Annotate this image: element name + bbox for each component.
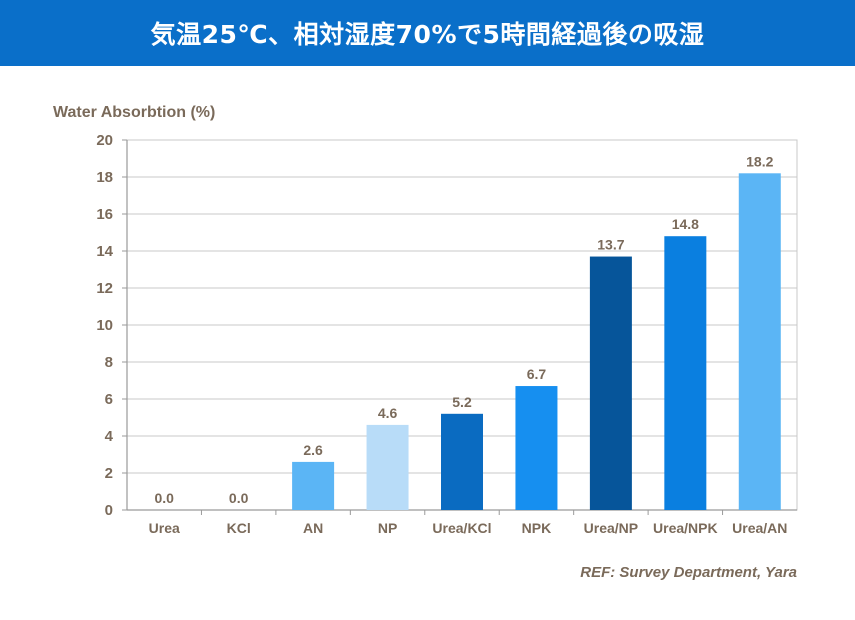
- data-label: 0.0: [229, 490, 249, 506]
- bar: [441, 413, 483, 510]
- x-tick-label: Urea: [149, 520, 180, 536]
- y-tick-label: 16: [96, 206, 113, 223]
- x-tick-label: KCl: [227, 520, 251, 536]
- data-label: 13.7: [597, 237, 624, 253]
- reference-note: REF: Survey Department, Yara: [580, 564, 797, 581]
- x-tick-label: Urea/NPK: [653, 520, 718, 536]
- data-label: 0.0: [154, 490, 174, 506]
- y-axis-label: Water Absorbtion (%): [53, 104, 216, 121]
- y-tick-label: 0: [105, 502, 113, 519]
- page-title: 気温25℃、相対湿度70%で5時間経過後の吸湿: [150, 20, 705, 49]
- y-tick-label: 2: [105, 465, 113, 482]
- y-tick-label: 4: [105, 428, 114, 445]
- x-tick-label: NP: [378, 520, 397, 536]
- title-banner: 気温25℃、相対湿度70%で5時間経過後の吸湿: [0, 0, 855, 66]
- data-label: 5.2: [452, 394, 472, 410]
- bar: [366, 424, 409, 510]
- data-label: 6.7: [527, 366, 547, 382]
- bar: [664, 236, 707, 510]
- x-tick-label: AN: [303, 520, 323, 536]
- data-label: 18.2: [746, 153, 773, 169]
- bar: [738, 173, 781, 511]
- data-label: 14.8: [672, 216, 699, 232]
- data-label: 2.6: [303, 442, 323, 458]
- y-tick-label: 10: [96, 317, 113, 334]
- bar: [589, 256, 632, 510]
- data-label: 4.6: [378, 405, 398, 421]
- x-tick-label: NPK: [522, 520, 552, 536]
- y-tick-label: 14: [96, 243, 113, 260]
- x-tick-label: Urea/AN: [732, 520, 787, 536]
- y-tick-label: 12: [96, 280, 113, 297]
- bar: [292, 461, 335, 510]
- y-tick-label: 20: [96, 132, 113, 149]
- x-tick-label: Urea/KCl: [432, 520, 491, 536]
- x-tick-label: Urea/NP: [584, 520, 638, 536]
- y-tick-label: 6: [105, 391, 113, 408]
- y-tick-label: 18: [96, 169, 113, 186]
- bar: [515, 386, 558, 510]
- y-tick-label: 8: [105, 354, 113, 371]
